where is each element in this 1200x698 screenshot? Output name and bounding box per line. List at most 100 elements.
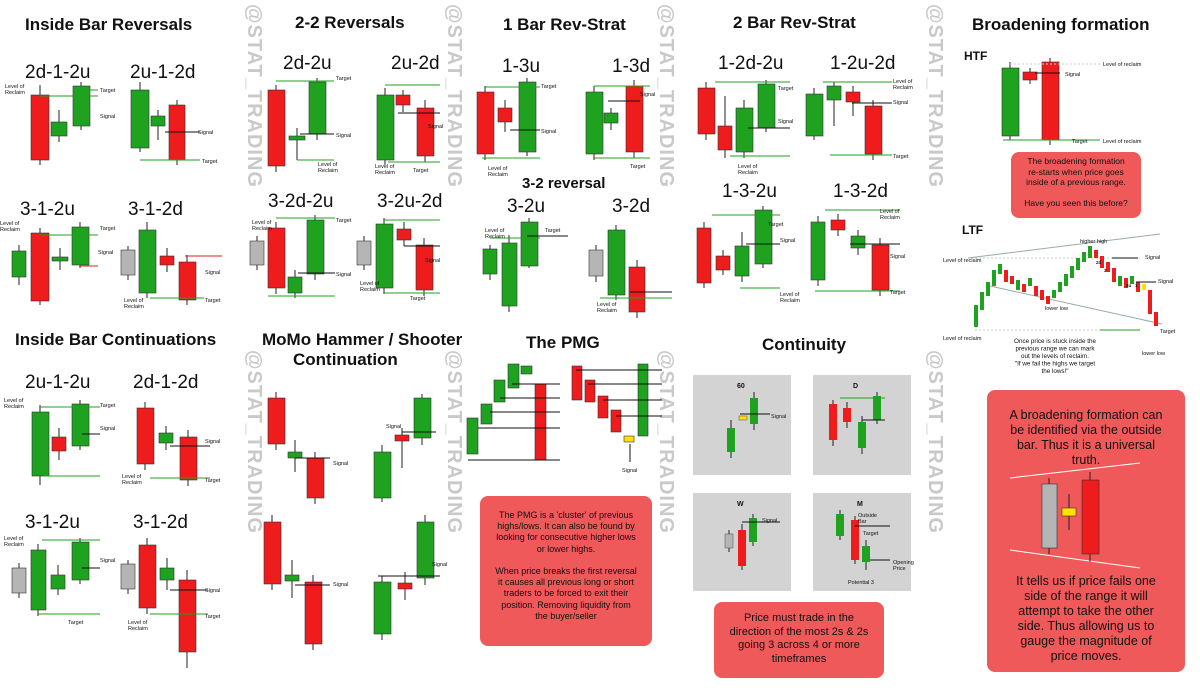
candle-neutral: [249, 240, 265, 266]
figure-momo-shooter-bear-2: Signal: [263, 515, 348, 650]
callout-broadening-htf: The broadening formation re-starts when …: [1011, 152, 1141, 218]
pattern-ibc-2d12d: 2d-1-2d: [133, 372, 199, 393]
label-target: Target: [205, 614, 221, 620]
figure-ibc-2u12u: Level of Reclaim Target Signal: [4, 398, 116, 485]
label-signal: Signal: [1065, 72, 1080, 78]
candle-bull: [138, 229, 157, 294]
text-line: Level of: [122, 474, 142, 480]
candle-neutral: [588, 249, 604, 277]
label-level-of-reclaim-bottom: Level of reclaim: [1103, 139, 1142, 145]
heading-momo-line2: Continuation: [293, 350, 398, 369]
text-line: Level of: [252, 220, 272, 226]
pattern-brs-12d2u: 1-2d-2u: [718, 53, 784, 74]
candle-bull: [71, 541, 90, 581]
watermark-3: @STAT_TRADING: [443, 4, 465, 188]
candle-bull: [757, 83, 776, 129]
text-line: Reclaim: [124, 304, 144, 310]
figure-ibr-312u: Level of Reclaim Target Signal: [0, 221, 116, 305]
candle-bull: [754, 209, 773, 265]
text-line: Level of: [880, 209, 900, 215]
watermark-1: @STAT_TRADING: [243, 4, 265, 188]
watermark-2: @STAT_TRADING: [243, 350, 265, 534]
label-signal: Signal: [640, 92, 655, 98]
candle-bear: [697, 87, 716, 135]
candle-bear: [263, 521, 282, 585]
candle-bull: [734, 245, 750, 277]
label-level-of-reclaim: Level of Reclaim: [4, 398, 24, 410]
label-target: Target: [1072, 139, 1088, 145]
text-line: Reclaim: [880, 215, 900, 221]
label-level-of-reclaim: Level of Reclaim: [318, 162, 338, 174]
figure-brs-12d2u: Target Signal Level of Reclaim: [697, 80, 794, 176]
candle-bear: [30, 232, 50, 302]
figure-rev-32u2d: Level of Reclaim Signal Target: [356, 218, 440, 302]
candle-bear: [179, 436, 198, 481]
text-line: Reclaim: [738, 170, 758, 176]
figure-rev-32d2u: Level of Reclaim Target Signal: [249, 215, 352, 298]
label-potential-3: Potential 3: [848, 580, 874, 586]
candle-bull: [520, 221, 539, 267]
candle-bull: [50, 574, 66, 590]
candle-bull: [373, 451, 392, 499]
label-target: Target: [630, 164, 646, 170]
figure-brs-132u: Target Signal Level of Reclaim: [696, 206, 800, 304]
candle-bull: [501, 242, 518, 307]
text-line: Level of: [780, 292, 800, 298]
label-num-2u: 2u: [1126, 283, 1132, 288]
candle-bear: [864, 105, 883, 155]
text-line: Level of: [0, 221, 20, 227]
candle-bull: [805, 93, 824, 137]
label-signal: Signal: [198, 130, 213, 136]
heading-momo-line1: MoMo Hammer / Shooter: [262, 330, 463, 349]
label-lower-low-2: lower low: [1142, 351, 1165, 357]
label-target: Target: [202, 159, 218, 165]
text-line: Reclaim: [4, 404, 24, 410]
pattern-rs-13d: 1-3d: [612, 56, 650, 77]
text-line: Level of: [360, 281, 380, 287]
label-signal-ltf-2: Signal: [1158, 279, 1173, 285]
label-level-of-reclaim: Level of Reclaim: [252, 220, 272, 232]
watermark-8: @STAT_TRADING: [924, 350, 946, 534]
text-line: Level of: [488, 166, 508, 172]
figure-brs-12u2d: Level of Reclaim Signal Target: [805, 79, 913, 160]
label-target: Target: [336, 76, 352, 82]
label-target-ltf: Target: [1160, 329, 1176, 335]
callout-pmg-text: The PMG is a 'cluster' of previous highs…: [495, 510, 637, 621]
pattern-brs-132d: 1-3-2d: [833, 181, 888, 202]
pattern-ibc-312d: 3-1-2d: [133, 512, 188, 533]
figure-rev-2d2u: Target Signal Level of Reclaim: [267, 76, 352, 174]
panel-m: [813, 493, 911, 591]
label-target: Target: [100, 226, 116, 232]
figure-broadening-ltf: LTF: [943, 223, 1176, 357]
label-target: Target: [100, 88, 116, 94]
candle-bear: [394, 434, 410, 442]
label-signal: Signal: [622, 468, 637, 474]
candle-bull: [306, 219, 325, 275]
watermark-7: @STAT_TRADING: [924, 4, 946, 188]
heading-the-pmg: The PMG: [526, 333, 600, 352]
label-level-of-reclaim: Level of Reclaim: [738, 164, 758, 176]
candle-bull: [287, 276, 303, 294]
label-signal: Signal: [762, 518, 777, 524]
callout-pmg: The PMG is a 'cluster' of previous highs…: [480, 496, 652, 646]
label-signal: Signal: [205, 439, 220, 445]
figure-rs-32d: Level of Reclaim: [588, 225, 672, 318]
label-lower-low: lower low: [1045, 306, 1068, 312]
label-level-of-reclaim: Level of Reclaim: [360, 281, 380, 293]
candle-bull: [603, 112, 619, 124]
pattern-ibc-312u: 3-1-2u: [25, 512, 80, 533]
label-target: Target: [541, 84, 557, 90]
label-target: Target: [410, 296, 426, 302]
text-line: Reclaim: [360, 287, 380, 293]
candle-bear: [396, 228, 412, 241]
text-line: Level of: [375, 164, 395, 170]
text-line: "If we fail the highs we target: [1015, 361, 1096, 368]
label-signal: Signal: [98, 250, 113, 256]
candle-bull: [413, 397, 432, 439]
candle-bull: [810, 221, 826, 281]
label-ltf: LTF: [962, 223, 983, 237]
callout-broadening-big-text-bottom: It tells us if price fails one side of t…: [990, 574, 1182, 664]
label-target: Target: [890, 290, 906, 296]
figure-ibr-312d: Level of Reclaim Signal Target: [120, 222, 222, 310]
